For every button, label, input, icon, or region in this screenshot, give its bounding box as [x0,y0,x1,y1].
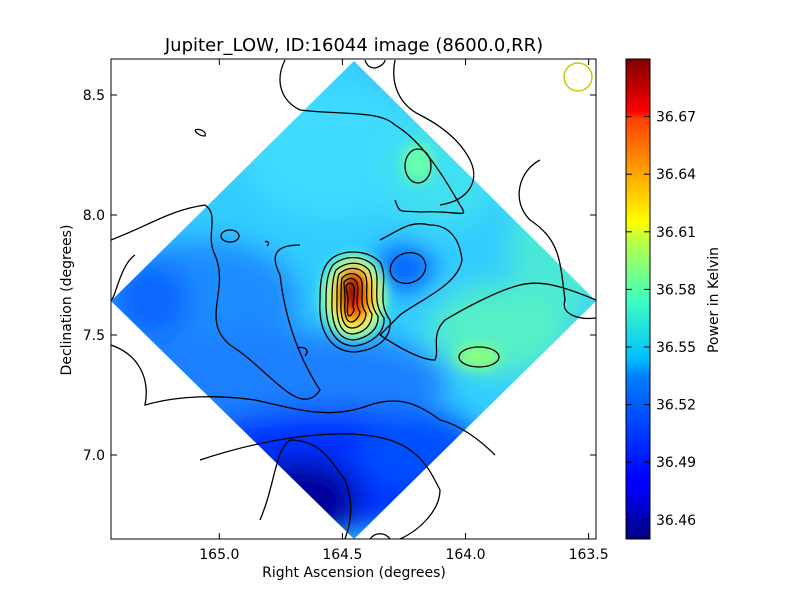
y-tick-label: 8.0 [83,208,105,224]
x-axis-label: Right Ascension (degrees) [262,565,446,581]
colorbar-tick-label: 36.64 [656,167,696,183]
y-tick-label: 7.5 [83,328,105,344]
contour-lines [111,59,596,539]
x-axis-ticks: 165.0 164.5 164.0 163.5 [199,59,609,563]
colorbar-tick-label: 36.52 [656,398,696,414]
beam-circle [563,62,593,92]
y-axis-ticks: 7.0 7.5 8.0 8.5 [83,88,596,464]
y-tick-label: 7.0 [83,448,105,464]
colorbar-tick-label: 36.61 [656,225,696,241]
colorbar-frame [625,58,651,540]
colorbar-tick-label: 36.55 [656,340,696,356]
colorbar-tick-label: 36.49 [656,455,696,471]
colorbar-tick-label: 36.67 [656,110,696,126]
colorbar [626,59,650,539]
y-tick-label: 8.5 [83,88,105,104]
axes-frame [110,58,597,540]
x-tick-label: 165.0 [199,547,239,563]
colorbar-tick-label: 36.46 [656,513,696,529]
x-tick-label: 164.0 [445,547,485,563]
x-tick-label: 164.5 [322,547,362,563]
colorbar-label: Power in Kelvin [706,247,722,353]
y-axis-label: Declination (degrees) [59,225,75,376]
x-tick-label: 163.5 [569,547,609,563]
colorbar-ticks: 36.46 36.49 36.52 36.55 36.58 36.61 36.64 36.67 [626,110,696,529]
colorbar-tick-label: 36.58 [656,282,696,298]
chart-title: Jupiter_LOW, ID:16044 image (8600.0,RR) [164,35,543,56]
